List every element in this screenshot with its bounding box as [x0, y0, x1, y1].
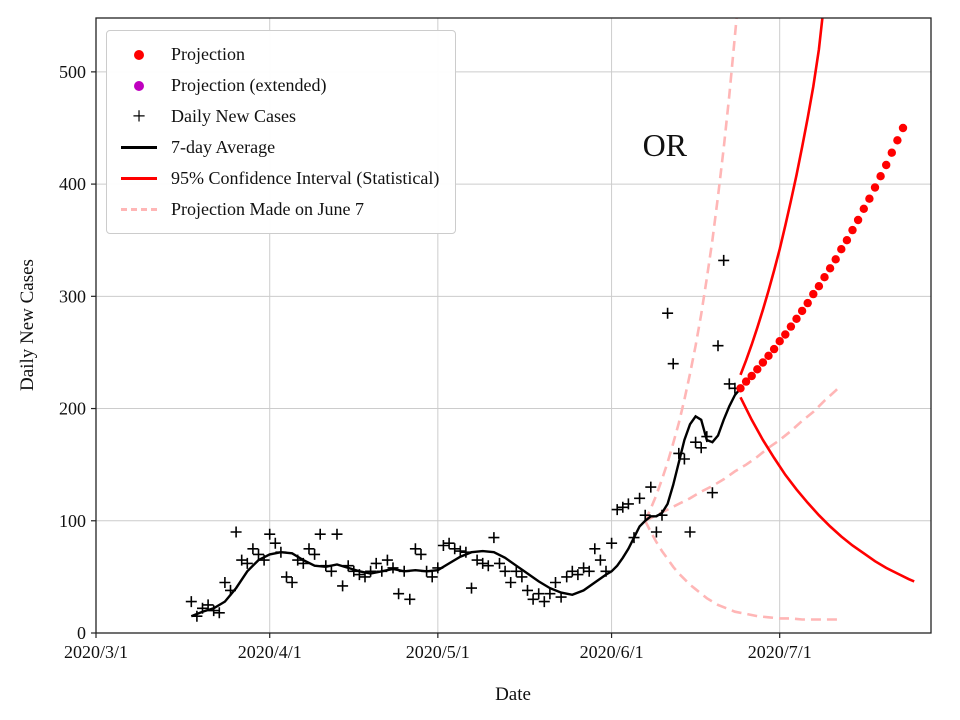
plus-glyph-icon: + [132, 103, 146, 130]
dot-glyph-icon [134, 80, 144, 91]
y-tick-label: 500 [59, 62, 86, 82]
series-daily-new-cases [185, 254, 741, 622]
y-tick-label: 300 [59, 286, 86, 306]
x-tick-label: 2020/4/1 [238, 642, 302, 662]
series-layer [185, 18, 915, 622]
dashed-glyph-icon [121, 208, 157, 211]
legend-label: 7-day Average [171, 137, 276, 157]
x-axis-label: Date [495, 684, 531, 705]
legend-item: Projection Made on June 7 [115, 194, 439, 225]
x-tick-label: 2020/5/1 [406, 642, 470, 662]
legend-label: Projection [171, 44, 245, 64]
y-tick-label: 400 [59, 174, 86, 194]
95-confidence-interval-statistical-marker-icon [115, 177, 163, 180]
y-axis-label: Daily New Cases [17, 259, 38, 391]
legend-label: 95% Confidence Interval (Statistical) [171, 168, 440, 188]
7-day-average-marker-icon [115, 146, 163, 149]
legend-label: Daily New Cases [171, 106, 296, 126]
legend-item: + Daily New Cases [115, 101, 439, 132]
series-projection-made-on-june-7-upper-bound [644, 18, 738, 522]
dot-glyph-icon [134, 49, 144, 60]
series-7-day-average [190, 387, 742, 618]
legend-label: Projection Made on June 7 [171, 199, 364, 219]
series-projection-made-on-june-7-lower-bound [644, 520, 842, 621]
projection-marker-icon [115, 49, 163, 60]
legend-item: 95% Confidence Interval (Statistical) [115, 163, 439, 194]
line-glyph-icon [121, 177, 157, 180]
y-tick-label: 200 [59, 399, 86, 419]
axis-ticks: 2020/3/1 2020/4/1 2020/5/1 2020/6/1 2020/7/1… [59, 62, 812, 662]
y-tick-label: 100 [59, 511, 86, 531]
y-tick-label: 0 [77, 623, 86, 643]
series-projection [736, 123, 908, 393]
daily-new-cases-marker-icon: + [115, 103, 163, 130]
x-tick-label: 2020/7/1 [748, 642, 812, 662]
x-tick-label: 2020/6/1 [580, 642, 644, 662]
projection-extended-marker-icon [115, 80, 163, 91]
line-glyph-icon [121, 146, 157, 149]
legend-item: Projection (extended) [115, 70, 439, 101]
legend-label: Projection (extended) [171, 75, 327, 95]
series-95-confidence-interval-upper [739, 18, 824, 376]
legend-item: Projection [115, 39, 439, 70]
projection-made-on-june-7-marker-icon [115, 208, 163, 211]
legend-item: 7-day Average [115, 132, 439, 163]
series-projection-made-on-june-7-central [644, 384, 843, 522]
annotation-or: OR [643, 127, 688, 163]
series-95-confidence-interval-lower [739, 396, 915, 583]
x-tick-label: 2020/3/1 [64, 642, 128, 662]
chart-legend: Projection Projection (extended) + Daily Ne… [106, 30, 457, 234]
plot-frame [95, 17, 932, 634]
